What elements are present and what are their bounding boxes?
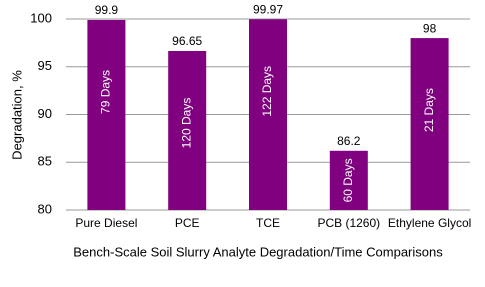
value-label: 98 xyxy=(423,21,437,35)
x-axis-title: Bench-Scale Soil Slurry Analyte Degradat… xyxy=(73,244,443,259)
x-tick-label: Ethylene Glycol xyxy=(388,216,471,230)
bar xyxy=(168,50,207,211)
y-tick-label: 95 xyxy=(38,58,52,73)
x-tick-label: PCE xyxy=(175,216,200,230)
bar-label: 122 Days xyxy=(260,66,274,117)
bar-label: 79 Days xyxy=(99,70,113,114)
x-tick-label: PCB (1260) xyxy=(317,216,380,230)
y-tick-label: 100 xyxy=(30,10,52,25)
value-label: 96.65 xyxy=(172,34,202,48)
y-tick-label: 90 xyxy=(38,106,52,121)
y-tick-label: 85 xyxy=(38,154,52,169)
value-label: 99.9 xyxy=(95,3,119,17)
bar xyxy=(329,150,368,210)
x-tick-label: Pure Diesel xyxy=(75,216,137,230)
bar xyxy=(87,19,126,210)
y-tick-label: 80 xyxy=(38,201,52,216)
value-label: 99.97 xyxy=(253,2,283,16)
bar-label: 21 Days xyxy=(422,88,436,132)
bar xyxy=(249,19,287,211)
bar-label: 60 Days xyxy=(341,158,355,202)
y-axis-title: Degradation, % xyxy=(9,70,24,160)
bar-label: 120 Days xyxy=(179,98,193,149)
x-tick-label: TCE xyxy=(256,216,280,230)
bar xyxy=(410,38,449,210)
value-label: 86.2 xyxy=(337,134,361,148)
